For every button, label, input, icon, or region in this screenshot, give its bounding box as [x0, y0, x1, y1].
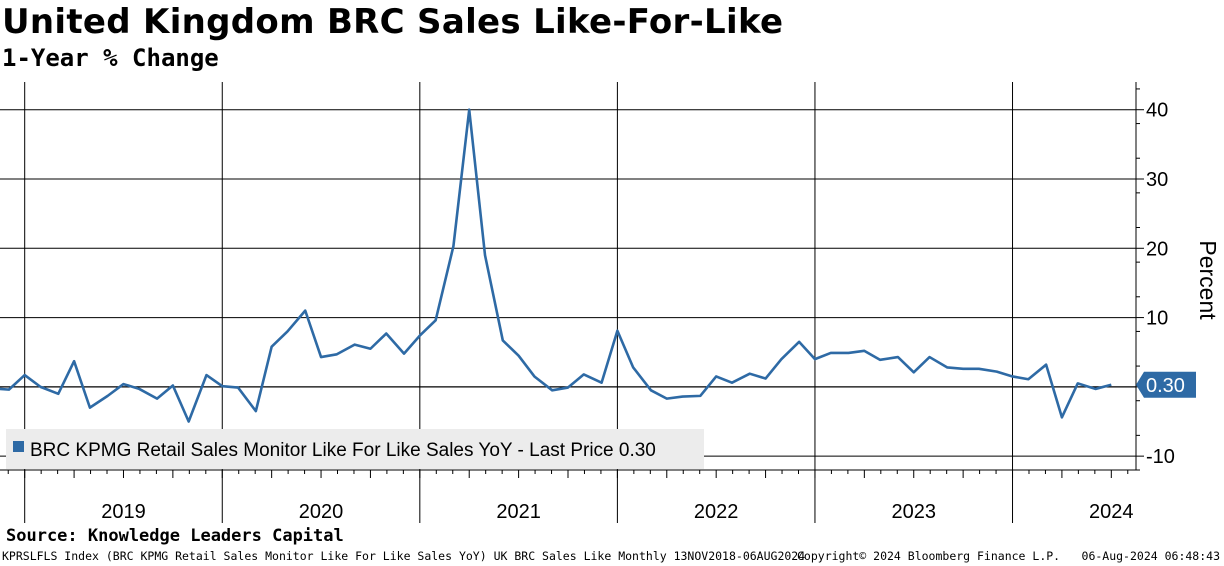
series-line: [0, 108, 1112, 423]
x-year-label: 2024: [1089, 501, 1134, 523]
y-tick-label: 10: [1146, 308, 1168, 330]
x-year-label: 2020: [299, 501, 344, 523]
x-year-label: 2023: [891, 501, 936, 523]
footer-ticker-description: KPRSLFLS Index (BRC KPMG Retail Sales Mo…: [2, 549, 806, 563]
legend-swatch: [13, 441, 24, 452]
source-note: Source: Knowledge Leaders Capital: [6, 526, 344, 546]
footer-copyright: Copyright© 2024 Bloomberg Finance L.P.: [797, 549, 1061, 563]
y-tick-label: 40: [1146, 100, 1168, 122]
y-tick-label: 20: [1146, 238, 1168, 260]
last-price-label: 0.30: [1146, 375, 1185, 397]
x-year-label: 2019: [101, 501, 146, 523]
x-year-label: 2021: [496, 501, 541, 523]
y-axis-label: Percent: [1195, 240, 1221, 320]
legend-label: BRC KPMG Retail Sales Monitor Like For L…: [30, 440, 656, 461]
legend-box: [6, 429, 704, 469]
x-year-label: 2022: [694, 501, 739, 523]
footer-timestamp: 06-Aug-2024 06:48:43: [1081, 549, 1220, 563]
chart-subtitle: 1-Year % Change: [2, 44, 219, 72]
y-tick-label: -10: [1146, 446, 1175, 468]
last-price-badge: [1136, 371, 1196, 398]
chart-title: United Kingdom BRC Sales Like-For-Like: [2, 2, 784, 42]
y-tick-label: 30: [1146, 169, 1168, 191]
